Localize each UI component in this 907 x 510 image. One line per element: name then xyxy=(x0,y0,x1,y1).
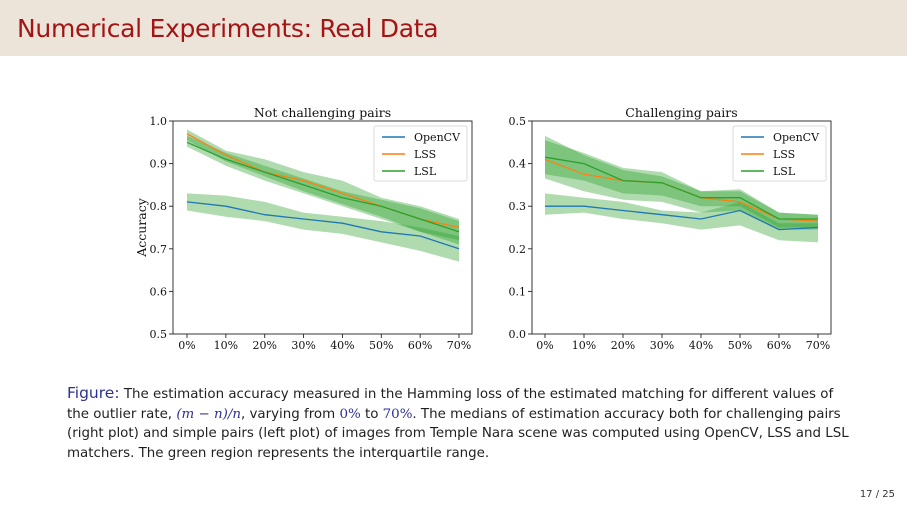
x-tick-label: 10% xyxy=(572,339,596,352)
caption-math-70pct: 70% xyxy=(382,406,413,422)
chart-title: Not challenging pairs xyxy=(254,105,391,120)
series-line-lsl xyxy=(544,156,818,220)
x-tick-label: 40% xyxy=(330,339,354,352)
y-tick-label: 0.1 xyxy=(509,285,527,298)
series-line-opencv xyxy=(186,201,460,250)
chart-title: Challenging pairs xyxy=(625,105,737,120)
legend-label-opencv: OpenCV xyxy=(414,131,461,144)
y-tick-label: 1.0 xyxy=(150,115,168,128)
x-tick-label: 70% xyxy=(447,339,471,352)
caption-text-1: The estimation accuracy measured in the … xyxy=(67,387,834,422)
figure-caption: Figure: The estimation accuracy measured… xyxy=(67,384,857,463)
caption-text-4: . The medians of estimation accuracy bot… xyxy=(67,406,849,461)
legend-label-lss: LSS xyxy=(414,148,436,161)
slide-title: Numerical Experiments: Real Data xyxy=(17,14,439,43)
iqr-band-lsl xyxy=(187,135,459,245)
y-tick-label: 0.2 xyxy=(509,243,527,256)
caption-label: Figure: xyxy=(67,384,120,402)
x-tick-label: 20% xyxy=(252,339,276,352)
series-line-opencv xyxy=(545,205,819,231)
iqr-band-lss xyxy=(187,129,459,241)
caption-math-0pct: 0% xyxy=(339,406,361,422)
y-tick-label: 0.6 xyxy=(150,285,168,298)
caption-math-outlier-rate: (m − n)/n xyxy=(176,406,241,422)
caption-text-3: to xyxy=(360,406,383,422)
legend-label-lss: LSS xyxy=(773,148,795,161)
iqr-band-opencv xyxy=(545,193,818,243)
x-tick-label: 50% xyxy=(728,339,752,352)
chart-challenging: 0.0 0.1 0.2 0.3 0.4 0.5 0% 10% 20% 30% 40% 50% 60% 70… xyxy=(509,105,832,352)
x-tick-label: 30% xyxy=(650,339,674,352)
y-tick-label: 0.0 xyxy=(509,328,527,341)
series-line-lsl xyxy=(186,141,460,233)
legend-label-opencv: OpenCV xyxy=(773,131,820,144)
iqr-band-opencv xyxy=(187,193,459,262)
legend-box xyxy=(373,125,468,182)
slide-header: Numerical Experiments: Real Data xyxy=(0,0,907,56)
legend-box xyxy=(732,125,827,182)
y-tick-label: 0.5 xyxy=(150,328,168,341)
x-tick-label: 10% xyxy=(214,339,238,352)
x-tick-label: 30% xyxy=(291,339,315,352)
x-tick-label: 0% xyxy=(178,339,195,352)
y-tick-label: 0.9 xyxy=(150,158,168,171)
legend-label-lsl: LSL xyxy=(773,165,796,178)
axes-frame xyxy=(172,120,473,335)
x-tick-label: 0% xyxy=(536,339,553,352)
x-tick-label: 60% xyxy=(408,339,432,352)
chart-not-challenging: 0.5 0.6 0.7 0.8 0.9 1.0 0% 10% 20% 30% 40% 50% 60% 70… xyxy=(134,105,473,352)
x-tick-label: 70% xyxy=(806,339,830,352)
y-tick-label: 0.3 xyxy=(509,200,527,213)
x-tick-label: 50% xyxy=(369,339,393,352)
x-tick-label: 40% xyxy=(689,339,713,352)
caption-text-2: , varying from xyxy=(240,406,340,422)
axes-frame xyxy=(531,120,832,335)
y-tick-label: 0.4 xyxy=(509,158,527,171)
y-tick-label: 0.8 xyxy=(150,200,168,213)
y-tick-label: 0.7 xyxy=(150,243,168,256)
page-number: 17 / 25 xyxy=(859,489,895,500)
x-tick-label: 20% xyxy=(611,339,635,352)
x-tick-label: 60% xyxy=(767,339,791,352)
y-tick-label: 0.5 xyxy=(509,115,527,128)
legend-label-lsl: LSL xyxy=(414,165,437,178)
y-axis-label: Accuracy xyxy=(134,197,149,258)
